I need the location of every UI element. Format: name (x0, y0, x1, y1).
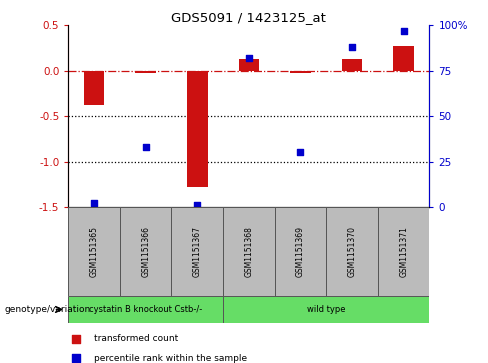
Point (400, 28, 407, 34)
Text: GSM1151366: GSM1151366 (141, 226, 150, 277)
Text: percentile rank within the sample: percentile rank within the sample (94, 354, 247, 363)
Text: GSM1151369: GSM1151369 (296, 226, 305, 277)
Bar (171, 207, 223, 296)
Bar (290, 71, 311, 73)
Bar (68, 207, 120, 296)
Bar (223, 207, 275, 296)
Bar (135, 71, 156, 73)
Point (297, 150, 305, 155)
Bar (378, 207, 429, 296)
Bar (239, 59, 259, 71)
Bar (223, 296, 429, 323)
Bar (120, 207, 171, 296)
Text: GSM1151371: GSM1151371 (399, 226, 408, 277)
Bar (187, 71, 207, 187)
Bar (275, 207, 326, 296)
Title: GDS5091 / 1423125_at: GDS5091 / 1423125_at (171, 11, 326, 24)
Bar (68, 296, 223, 323)
Bar (84, 71, 104, 105)
Point (348, 44, 356, 50)
Text: cystatin B knockout Cstb-/-: cystatin B knockout Cstb-/- (89, 305, 203, 314)
Text: GSM1151368: GSM1151368 (244, 226, 253, 277)
Text: transformed count: transformed count (94, 334, 178, 343)
Point (142, 144, 150, 150)
Text: GSM1151367: GSM1151367 (193, 226, 202, 277)
Point (72, 355, 80, 361)
Text: wild type: wild type (307, 305, 346, 314)
Bar (393, 46, 414, 71)
Text: GSM1151365: GSM1151365 (90, 226, 99, 277)
Point (193, 202, 201, 208)
Text: GSM1151370: GSM1151370 (347, 226, 357, 277)
Point (72, 336, 80, 342)
Point (90, 200, 98, 206)
Point (245, 55, 253, 61)
Bar (342, 59, 363, 71)
Text: genotype/variation: genotype/variation (5, 305, 91, 314)
Bar (326, 207, 378, 296)
